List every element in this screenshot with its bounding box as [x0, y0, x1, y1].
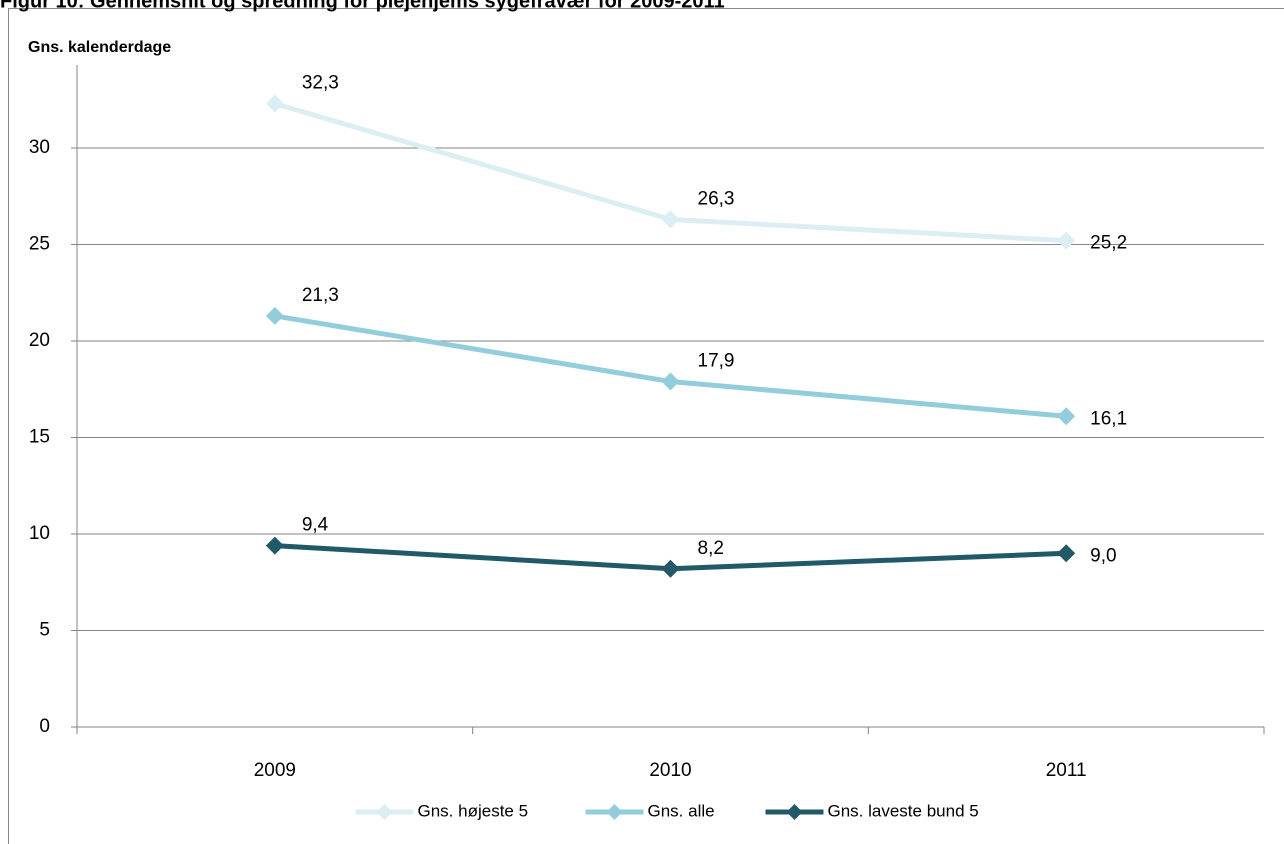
data-point — [1057, 544, 1076, 563]
y-tick-label: 20 — [29, 330, 50, 351]
x-tick-label: 2009 — [254, 760, 296, 781]
data-point — [661, 210, 680, 229]
data-label: 9,0 — [1090, 545, 1116, 566]
legend-marker — [606, 804, 623, 820]
y-tick-label: 0 — [39, 716, 50, 737]
y-tick-label: 15 — [29, 427, 50, 448]
legend-label: Gns. laveste bund 5 — [828, 801, 979, 820]
data-point — [1057, 407, 1076, 426]
data-point — [1057, 231, 1076, 250]
data-label: 25,2 — [1090, 233, 1127, 254]
data-label: 32,3 — [302, 73, 339, 94]
legend-marker — [786, 804, 803, 820]
series-line — [274, 313, 1067, 419]
legend-label: Gns. højeste 5 — [418, 801, 529, 820]
chart-border — [8, 8, 1284, 844]
legend-label: Gns. alle — [648, 801, 715, 820]
data-label: 8,2 — [698, 538, 724, 559]
data-point — [265, 94, 284, 113]
legend-marker — [376, 804, 393, 820]
y-tick-label: 25 — [29, 234, 50, 255]
data-point — [265, 306, 284, 325]
y-tick-label: 30 — [29, 137, 50, 158]
data-label: 26,3 — [698, 188, 735, 209]
data-point — [265, 536, 284, 555]
data-label: 21,3 — [302, 285, 339, 306]
y-axis-label: Gns. kalenderdage — [28, 39, 171, 56]
data-label: 17,9 — [698, 351, 735, 372]
chart-title: Figur 10: Gennemsnit og spredning for pl… — [0, 0, 725, 12]
data-label: 9,4 — [302, 515, 329, 536]
data-point — [661, 372, 680, 391]
x-tick-label: 2010 — [649, 760, 691, 781]
data-label: 16,1 — [1090, 408, 1127, 429]
x-tick-label: 2011 — [1046, 760, 1087, 781]
data-point — [661, 559, 680, 578]
y-tick-label: 10 — [29, 523, 50, 544]
y-tick-label: 5 — [39, 620, 50, 641]
